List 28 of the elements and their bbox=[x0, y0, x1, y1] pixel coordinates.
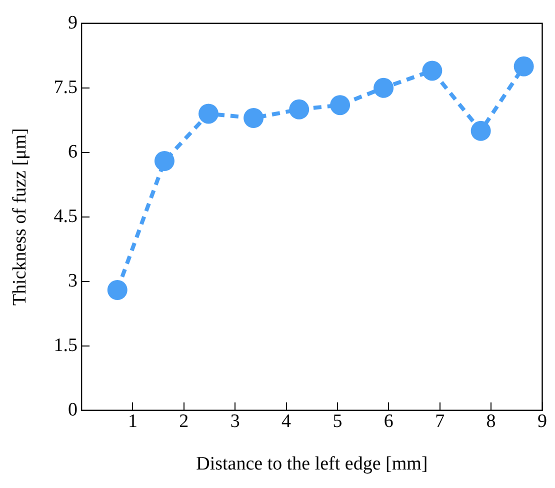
y-tick-label: 3 bbox=[68, 270, 78, 292]
x-tick-label: 8 bbox=[486, 410, 496, 432]
y-axis-title: Thickness of fuzz [μm] bbox=[9, 128, 30, 306]
point bbox=[107, 280, 128, 300]
y-tick-label: 6 bbox=[68, 141, 78, 162]
x-tick-label: 1 bbox=[128, 410, 138, 432]
point bbox=[470, 120, 491, 141]
point bbox=[374, 78, 394, 98]
y-tick-label: 1.5 bbox=[54, 334, 78, 356]
point bbox=[422, 60, 442, 81]
point bbox=[244, 108, 264, 128]
point bbox=[289, 99, 310, 120]
y-tick-label: 0 bbox=[68, 399, 78, 420]
point bbox=[514, 56, 534, 76]
x-tick-label: 2 bbox=[179, 410, 189, 432]
point bbox=[330, 95, 350, 116]
x-tick-label: 5 bbox=[332, 410, 342, 432]
point bbox=[198, 104, 218, 124]
x-axis-title: Distance to the left edge [mm] bbox=[196, 454, 428, 475]
x-tick-label: 3 bbox=[230, 410, 240, 432]
y-tick-label: 7.5 bbox=[54, 76, 78, 98]
y-tick-label: 4.5 bbox=[54, 206, 78, 227]
y-tick-label: 9 bbox=[68, 12, 78, 34]
x-tick-label: 9 bbox=[538, 410, 547, 432]
x-tick-label: 4 bbox=[282, 410, 292, 432]
point bbox=[154, 151, 174, 171]
x-tick-label: 7 bbox=[435, 410, 445, 432]
x-tick-label: 6 bbox=[384, 410, 394, 432]
